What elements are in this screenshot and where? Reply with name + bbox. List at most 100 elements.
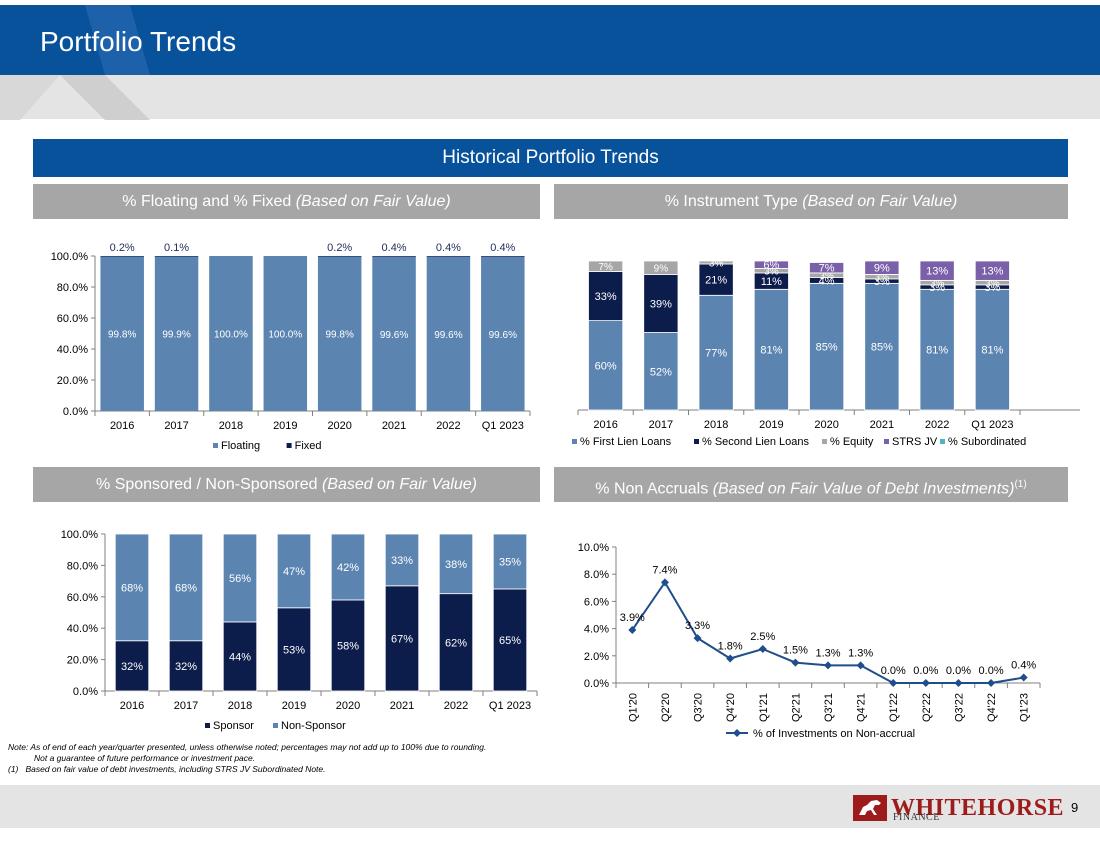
y-tick-label: 6.0% — [584, 596, 609, 608]
data-label: 99.8% — [326, 330, 354, 341]
data-label: 0.4% — [382, 242, 407, 254]
data-label: 3% — [930, 279, 945, 290]
footnote-ref: (1) — [1014, 479, 1027, 490]
bar-segment — [643, 332, 679, 411]
logo-name: WHITEHORSE — [891, 795, 1065, 821]
x-tick-label: 2021 — [390, 700, 414, 712]
legend-label: % First Lien Loans — [580, 436, 672, 448]
bar-segment — [154, 256, 199, 257]
x-tick-label: 2020 — [814, 419, 838, 431]
data-label: 0.1% — [164, 242, 189, 254]
data-label: 4% — [819, 275, 835, 287]
bar-segment — [330, 533, 366, 601]
y-tick-label: 100.0% — [61, 529, 99, 541]
legend-label: Non-Sponsor — [281, 720, 346, 732]
data-label: 81% — [981, 345, 1003, 357]
data-label: 3.9% — [620, 612, 645, 624]
data-label: 35% — [499, 556, 521, 568]
floating-fixed-chart: 0.0% 20.0% 40.0% 60.0% 80.0% 100.0% 2016 99.8% 0… — [51, 242, 531, 452]
data-point — [824, 661, 832, 670]
footer — [0, 785, 1100, 828]
data-label: 39% — [650, 298, 672, 310]
bar-segment — [864, 282, 900, 411]
data-label: 0.0% — [881, 665, 906, 677]
data-label: 7% — [598, 262, 613, 273]
y-tick-label: 8.0% — [584, 569, 609, 581]
x-tick-label: 2022 — [436, 420, 460, 432]
data-label: 21% — [705, 275, 727, 287]
data-label: 81% — [926, 345, 948, 357]
x-tick-label: 2020 — [336, 700, 360, 712]
y-tick-label: 40.0% — [57, 344, 88, 356]
data-label: 13% — [926, 266, 948, 278]
legend-marker — [694, 439, 699, 444]
x-tick-label: Q2'21 — [790, 693, 802, 722]
legend-marker — [822, 439, 827, 444]
bar-segment — [698, 260, 734, 265]
y-tick-label: 40.0% — [67, 623, 98, 635]
bar-segment — [438, 533, 474, 595]
x-tick-label: 2017 — [649, 419, 673, 431]
section-label-italic: (Based on Fair Value) — [321, 476, 477, 493]
x-tick-label: 2016 — [120, 700, 144, 712]
legend-marker — [286, 443, 292, 448]
bar-segment — [588, 260, 624, 272]
data-label: 52% — [650, 366, 672, 378]
header-band — [0, 75, 1100, 119]
data-label: 60% — [595, 360, 617, 372]
x-tick-label: Q2'22 — [921, 693, 933, 722]
bar-segment — [698, 294, 734, 411]
legend-label: Fixed — [295, 440, 322, 452]
section-header-sponsored: % Sponsored / Non-Sponsored (Based on Fa… — [33, 467, 540, 502]
bar-segment — [919, 288, 955, 411]
x-tick-label: 2018 — [228, 700, 252, 712]
y-tick-label: 2.0% — [584, 651, 609, 663]
bar-segment — [481, 256, 525, 257]
data-label: 6% — [763, 260, 779, 272]
data-label: 1.3% — [848, 647, 873, 659]
data-label: 99.6% — [489, 330, 517, 341]
data-label: 3% — [709, 258, 724, 269]
data-label: 47% — [283, 566, 305, 578]
x-tick-label: 2016 — [593, 419, 617, 431]
data-label: 3% — [819, 271, 834, 282]
data-point — [726, 654, 735, 663]
data-label: 0.0% — [913, 665, 938, 677]
bar-segment — [426, 256, 471, 411]
data-label: 0.2% — [110, 242, 135, 254]
x-tick-label: Q3'22 — [953, 693, 965, 722]
data-label: 32% — [175, 661, 197, 673]
section-header-instrument: % Instrument Type (Based on Fair Value) — [554, 184, 1068, 219]
legend-label: Floating — [221, 440, 260, 452]
legend-label: % Equity — [830, 436, 874, 448]
x-tick-label: Q4'21 — [856, 693, 868, 722]
y-tick-label: 0.0% — [73, 686, 98, 698]
x-tick-label: 2018 — [704, 419, 728, 431]
data-label: 85% — [871, 342, 893, 354]
bar-segment — [438, 593, 474, 692]
data-label: 65% — [499, 635, 521, 647]
x-tick-label: 2020 — [327, 420, 351, 432]
data-point — [693, 634, 702, 643]
x-tick-label: 2016 — [110, 420, 134, 432]
x-tick-label: Q3'20 — [693, 693, 705, 722]
x-tick-label: Q1 2023 — [971, 419, 1013, 431]
data-label: 68% — [175, 582, 197, 594]
data-label: 0.0% — [979, 665, 1004, 677]
section-label-italic: (Based on Fair Value of Debt Investments… — [712, 480, 1015, 498]
data-label: 1.3% — [815, 647, 840, 659]
data-point — [1019, 673, 1028, 682]
bar-segment — [643, 274, 679, 333]
data-label: 13% — [981, 266, 1003, 278]
data-point — [954, 679, 963, 687]
bar-segment — [114, 533, 150, 642]
bar-segment — [643, 260, 679, 275]
section-label: % Floating and % Fixed — [122, 193, 296, 210]
bar-segment — [263, 256, 308, 411]
bar-segment — [492, 533, 528, 590]
data-label: 3% — [985, 279, 1000, 290]
section-header-nonaccrual: % Non Accruals (Based on Fair Value of D… — [554, 467, 1068, 502]
data-label: 77% — [705, 348, 727, 360]
section-label: % Non Accruals — [595, 480, 713, 498]
page-number: 9 — [1071, 800, 1079, 815]
